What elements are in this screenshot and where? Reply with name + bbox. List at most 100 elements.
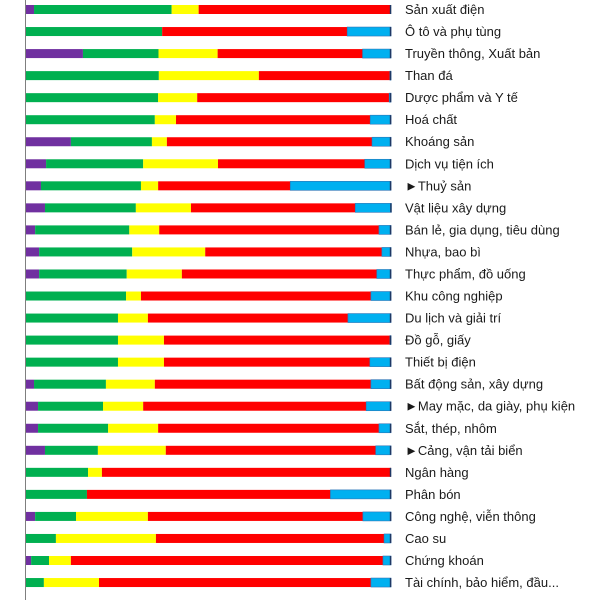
bar-segment [140,291,371,301]
category-label: Thực phẩm, đồ uống [405,266,526,281]
bar-row [26,489,392,500]
bar-segment [151,137,167,147]
category-label: ►Cảng, vận tải biển [405,443,523,458]
bar-segment [330,489,392,500]
bar-segment [86,489,331,499]
category-label: Tài chính, bảo hiểm, đầu... [405,575,559,590]
category-label: Ô tô và phụ tùng [405,24,501,39]
bar-row [26,26,392,37]
bar-end-cap [390,203,392,213]
bar-segment [26,511,36,521]
bar-end-cap [389,423,392,433]
category-label: Sản xuất điện [405,2,485,17]
bar-segment [158,49,218,59]
bar-segment [38,423,109,433]
bar-segment [26,423,39,433]
bar-row [26,577,392,588]
bar-segment [26,313,118,323]
bar-row [26,48,392,59]
bar-row [26,313,392,323]
bar-segment [147,313,348,323]
bar-end-cap [389,115,392,125]
category-label: Nhựa, bao bì [405,244,481,259]
category-label: Vật liệu xây dựng [405,200,506,215]
bar-segment [155,533,385,543]
bar-row [26,136,392,147]
category-label: Phân bón [405,487,461,502]
bar-segment [26,115,155,125]
bar-segment [198,5,392,14]
bar-segment [35,225,130,235]
bar-end-cap [389,489,392,499]
bar-end-cap [389,556,392,565]
category-label: Du lịch và giải trí [405,311,501,326]
bar-segment [158,71,259,81]
bar-segment [289,181,392,191]
bar-segment [362,48,392,59]
bar-segment [26,203,45,213]
bar-segment [34,5,172,14]
bar-end-cap [389,401,392,411]
bar-row [26,70,392,81]
bar-segment [26,578,44,588]
bar-segment [26,71,159,81]
bar-segment [26,401,39,411]
bar-end-cap [389,159,392,169]
bar-segment [370,291,392,301]
bar-segment [154,379,371,389]
category-label: Chứng khoán [405,553,484,568]
category-label: Bất động sản, xây dựng [405,377,543,392]
bar-row [26,5,392,14]
bar-end-cap [389,467,392,477]
bar-segment [365,401,392,412]
bar-segment [129,225,160,235]
bar-segment [26,357,118,367]
bar-segment [99,578,371,588]
bar-segment [135,203,191,213]
bar-end-cap [389,93,392,103]
bar-row [26,114,392,125]
bar-row [26,533,392,544]
bar-segment [126,291,141,301]
category-label: Cao su [405,531,446,546]
bar-segment [158,93,198,103]
bar-segment [126,269,182,279]
bar-end-cap [389,511,392,521]
bar-segment [369,357,392,367]
bar-segment [163,335,390,345]
bar-row [26,401,392,412]
bar-segment [43,578,99,588]
bar-segment [143,159,218,169]
bar-segment [26,225,36,235]
bar-row [26,423,392,434]
bar-segment [369,114,392,125]
bar-segment [171,5,199,14]
bar-end-cap [389,578,392,588]
bar-segment [205,247,382,257]
category-label: Khu công nghiệp [405,289,503,304]
category-label: Truyền thông, Xuất bản [405,46,540,61]
bar-end-cap [389,533,392,543]
bar-segment [147,511,363,521]
bar-end-cap [389,181,392,191]
bar-segment [46,159,144,169]
bar-segment [101,467,392,477]
bar-segment [105,379,155,389]
bar-segment [117,313,148,323]
bar-segment [154,115,177,125]
bar-segment [82,49,159,59]
bar-segment [26,291,127,301]
bar-segment [190,203,356,213]
bar-segment [26,159,47,169]
bar-end-cap [389,269,392,279]
bar-segment [26,247,40,257]
bar-end-cap [389,291,392,301]
bar-segment [162,27,348,37]
bar-segment [39,247,133,257]
bar-segment [117,357,164,367]
bar-segment [370,577,392,588]
category-label: Ngân hàng [405,465,469,480]
bar-segment [117,335,164,345]
bar-end-cap [389,5,392,14]
